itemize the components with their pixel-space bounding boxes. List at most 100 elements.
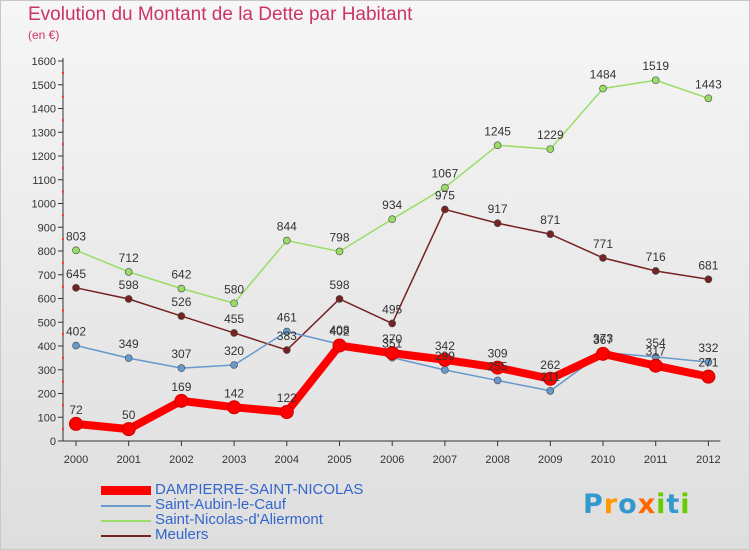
data-point-3-2009 (546, 230, 555, 238)
data-point-1-2004 (282, 327, 291, 336)
data-label-2-2007: 1067 (432, 167, 459, 181)
data-point-3-2002 (177, 312, 186, 320)
y-tick-label-100: 100 (38, 412, 56, 424)
data-point-2-2002 (177, 284, 186, 293)
data-point-3-2012 (704, 275, 713, 284)
y-tick-label-800: 800 (38, 246, 56, 258)
data-label-2-2006: 934 (382, 198, 402, 212)
data-label-0-2005: 402 (329, 325, 349, 339)
data-point-0-2011 (648, 358, 663, 373)
data-label-3-2006: 495 (382, 302, 402, 316)
data-label-3-2004: 383 (277, 329, 297, 343)
y-minor-tick-650 (62, 285, 64, 288)
y-minor-tick-350 (62, 356, 64, 359)
data-point-3-2011 (651, 267, 660, 275)
data-label-1-2006: 351 (382, 337, 402, 351)
data-label-0-2004: 122 (277, 391, 297, 405)
data-label-0-2012: 271 (698, 356, 718, 370)
data-point-0-2012 (701, 369, 716, 384)
legend-label-saint-aubin: Saint-Aubin-le-Cauf (155, 496, 286, 513)
data-point-1-2003 (230, 361, 238, 369)
x-tick-label-2012: 2012 (696, 454, 720, 466)
data-label-2-2011: 1519 (642, 59, 669, 73)
data-point-1-2012 (704, 358, 713, 366)
data-label-3-2009: 871 (540, 213, 560, 227)
data-point-0-2009 (543, 371, 558, 386)
y-minor-tick-50 (62, 428, 64, 431)
data-label-3-2011: 716 (646, 250, 666, 264)
data-label-3-2008: 917 (488, 202, 508, 216)
y-tick-label-500: 500 (38, 317, 56, 329)
y-minor-tick-950 (62, 214, 64, 217)
y-minor-tick-1350 (62, 119, 64, 122)
data-label-0-2003: 142 (224, 386, 244, 400)
data-point-1-2008 (493, 376, 502, 385)
y-tick-label-0: 0 (50, 436, 56, 448)
y-minor-tick-750 (62, 261, 64, 264)
x-tick-label-2009: 2009 (538, 454, 562, 466)
data-label-0-2001: 50 (122, 408, 136, 422)
y-tick-label-300: 300 (38, 365, 56, 377)
x-tick-label-2003: 2003 (222, 454, 246, 466)
data-label-1-2000: 402 (66, 325, 86, 339)
data-label-0-2006: 370 (382, 332, 402, 346)
legend-swatch-meulers (101, 535, 151, 537)
data-label-3-2000: 645 (66, 267, 86, 281)
data-point-0-2000 (69, 416, 83, 431)
data-label-2-2012: 1443 (695, 77, 722, 91)
data-point-0-2007 (437, 352, 452, 367)
proxiti-logo: Proxiti (583, 489, 691, 520)
y-tick-label-1600: 1600 (32, 56, 56, 68)
data-label-1-2012: 332 (698, 341, 718, 355)
data-label-1-2007: 299 (435, 349, 455, 363)
data-point-0-2006 (385, 346, 400, 361)
data-label-3-2010: 771 (593, 237, 613, 251)
logo-letter: P (583, 489, 604, 520)
chart-subtitle: (en €) (28, 28, 60, 42)
logo-letter: x (637, 489, 657, 520)
data-point-2-2003 (230, 299, 238, 308)
data-point-0-2003 (227, 400, 242, 415)
y-minor-tick-1450 (62, 95, 64, 98)
data-point-2-2010 (599, 84, 607, 93)
logo-letter: r (603, 489, 619, 520)
x-tick-label-2002: 2002 (169, 454, 193, 466)
x-tick-label-2010: 2010 (591, 454, 615, 466)
data-label-2-2005: 798 (329, 230, 349, 244)
data-point-3-2006 (388, 319, 397, 328)
data-label-3-2001: 598 (119, 278, 139, 292)
data-point-0-2005 (332, 338, 347, 353)
data-point-2-2001 (124, 268, 133, 276)
y-minor-tick-450 (62, 333, 64, 336)
data-label-1-2003: 320 (224, 344, 244, 358)
data-point-2-2005 (335, 247, 344, 256)
data-point-0-2004 (279, 405, 294, 420)
data-label-1-2005: 408 (329, 323, 349, 337)
data-label-1-2001: 349 (119, 337, 139, 351)
data-label-3-2007: 975 (435, 188, 455, 202)
data-label-3-2005: 598 (329, 278, 349, 292)
data-label-1-2011: 354 (646, 336, 666, 350)
data-label-2-2000: 803 (66, 229, 86, 243)
data-point-3-2004 (282, 346, 291, 354)
data-point-0-2002 (174, 393, 189, 408)
y-tick-label-600: 600 (38, 294, 56, 306)
y-minor-tick-150 (62, 404, 64, 407)
data-label-2-2008: 1245 (484, 124, 511, 138)
data-label-2-2009: 1229 (537, 128, 564, 142)
data-label-0-2010: 367 (593, 333, 613, 347)
data-label-0-2011: 317 (646, 345, 666, 359)
y-tick-label-200: 200 (38, 389, 56, 401)
x-tick-label-2011: 2011 (644, 454, 668, 466)
legend-label-meulers: Meulers (155, 526, 209, 543)
x-tick-label-2008: 2008 (485, 454, 509, 466)
data-label-3-2003: 455 (224, 312, 244, 326)
data-label-1-2002: 307 (171, 347, 191, 361)
data-point-3-2003 (230, 329, 238, 337)
legend-swatch-dampierre (101, 486, 151, 495)
y-tick-label-1400: 1400 (32, 104, 56, 116)
data-point-1-2001 (124, 354, 133, 362)
y-tick-label-1300: 1300 (32, 127, 56, 139)
legend-label-dampierre: DAMPIERRE-SAINT-NICOLAS (155, 481, 364, 498)
